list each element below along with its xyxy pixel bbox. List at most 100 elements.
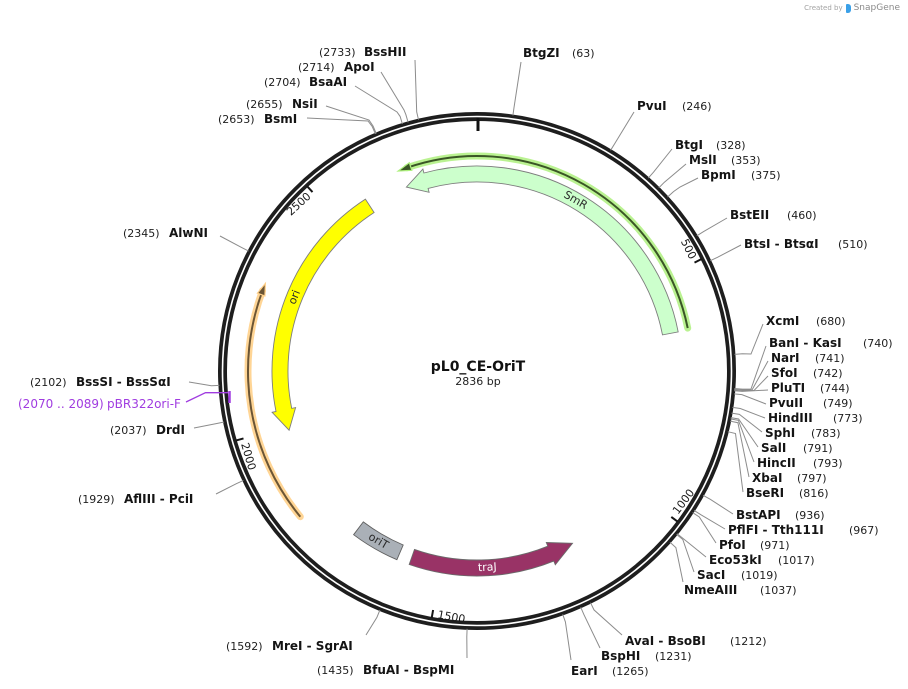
orange-feature-line[interactable]	[246, 290, 302, 518]
primer-pbr322ori-f[interactable]: (2070 .. 2089) pBR322ori-F	[18, 391, 231, 411]
site-pluti[interactable]: PluTI (744)	[734, 381, 850, 395]
site-name[interactable]: BseRI	[746, 486, 784, 500]
site-name[interactable]: BtgI	[675, 138, 703, 152]
leader-line	[325, 105, 377, 134]
site-pfoi[interactable]: PfoI (971)	[692, 512, 790, 552]
site-bsshii[interactable]: (2733) BssHII	[319, 45, 419, 120]
site-bsteii[interactable]: BstEII (460)	[696, 208, 817, 237]
leader-line	[414, 59, 419, 120]
site-hindiii[interactable]: HindIII (773)	[732, 406, 863, 425]
site-name[interactable]: HincII	[757, 456, 796, 470]
site-bfuai[interactable]: (1435) BfuAI - BspMI	[317, 628, 468, 677]
leader-line	[512, 61, 522, 116]
site-drdi[interactable]: (2037) DrdI	[110, 421, 225, 437]
site-bani[interactable]: BanI - KasI (740)	[734, 336, 893, 390]
leader-line	[734, 323, 764, 355]
site-pflfi[interactable]: PflFI - Tth111I (967)	[693, 509, 879, 537]
site-msli[interactable]: MslI (353)	[658, 153, 761, 189]
site-name[interactable]: AflIII - PciI	[124, 492, 193, 506]
site-name[interactable]: PvuI	[637, 99, 667, 113]
site-name[interactable]: PvuII	[769, 396, 803, 410]
ori-arrow[interactable]	[271, 198, 375, 432]
primer-name[interactable]: pBR322ori-F	[107, 397, 181, 411]
site-eari[interactable]: EarI (1265)	[562, 614, 649, 678]
site-eco53ki[interactable]: Eco53kI (1017)	[676, 533, 815, 567]
site-name[interactable]: NarI	[771, 351, 800, 365]
site-name[interactable]: SfoI	[771, 366, 798, 380]
feature-traj[interactable]: traJ	[408, 542, 574, 577]
site-sali[interactable]: SalI (791)	[730, 417, 833, 455]
site-btgi[interactable]: BtgI (328)	[647, 138, 746, 179]
orit-box[interactable]	[352, 521, 404, 561]
site-name[interactable]: MreI - SgrAI	[272, 639, 353, 653]
site-name[interactable]: BssHII	[364, 45, 406, 59]
site-name[interactable]: SacI	[697, 568, 725, 582]
site-name[interactable]: BsmI	[264, 112, 297, 126]
site-name[interactable]: BtgZI	[523, 46, 560, 60]
site-bsphi[interactable]: BspHI (1231)	[580, 607, 692, 663]
site-name[interactable]: NmeAIII	[684, 583, 737, 597]
site-bsssi[interactable]: (2102) BssSI - BssSαI	[30, 375, 220, 389]
site-name[interactable]: MslI	[689, 153, 717, 167]
site-apoi[interactable]: (2714) ApoI	[298, 60, 409, 123]
site-sfoi[interactable]: SfoI (742)	[734, 366, 843, 391]
site-name[interactable]: AvaI - BsoBI	[625, 634, 706, 648]
site-bstapi[interactable]: BstAPI (936)	[702, 494, 825, 522]
site-position: (1929)	[78, 493, 115, 506]
site-name[interactable]: EarI	[571, 664, 598, 678]
site-saci[interactable]: SacI (1019)	[676, 534, 778, 582]
site-name[interactable]: BstAPI	[736, 508, 781, 522]
site-name[interactable]: HindIII	[768, 411, 813, 425]
site-name[interactable]: BanI - KasI	[769, 336, 842, 350]
site-btsi[interactable]: BtsI - BtsαI (510)	[710, 237, 868, 262]
leader-line	[676, 534, 695, 573]
site-xbai[interactable]: XbaI (797)	[729, 420, 827, 485]
site-name[interactable]: Eco53kI	[709, 553, 762, 567]
site-bsaai[interactable]: (2704) BsaAI	[264, 75, 403, 125]
site-bsmi[interactable]: (2653) BsmI	[218, 112, 376, 135]
site-name[interactable]: PflFI - Tth111I	[728, 523, 824, 537]
site-name[interactable]: BpmI	[701, 168, 736, 182]
site-name[interactable]: BspHI	[601, 649, 640, 663]
map-title: pL0_CE-OriT 2836 bp	[431, 359, 526, 388]
site-name[interactable]: XbaI	[752, 471, 782, 485]
site-name[interactable]: DrdI	[156, 423, 185, 437]
site-name[interactable]: NsiI	[292, 97, 318, 111]
site-alwni[interactable]: (2345) AlwNI	[123, 226, 249, 252]
site-nsii[interactable]: (2655) NsiI	[246, 97, 377, 134]
site-name[interactable]: BstEII	[730, 208, 769, 222]
feature-ori[interactable]: ori	[271, 198, 375, 432]
green-feature-line[interactable]	[406, 154, 689, 329]
site-name[interactable]: AlwNI	[169, 226, 208, 240]
site-bpmi[interactable]: BpmI (375)	[667, 168, 781, 198]
backbone[interactable]	[218, 112, 736, 630]
site-avai[interactable]: AvaI - BsoBI (1212)	[590, 602, 767, 648]
site-name[interactable]: PfoI	[719, 538, 746, 552]
site-pvuii[interactable]: PvuII (749)	[733, 393, 853, 410]
site-name[interactable]: SalI	[761, 441, 786, 455]
green-highlight-feature[interactable]	[396, 152, 692, 332]
site-mrei[interactable]: (1592) MreI - SgrAI	[226, 609, 381, 653]
site-bseri[interactable]: BseRI (816)	[727, 431, 829, 500]
site-name[interactable]: PluTI	[771, 381, 805, 395]
site-xcmi[interactable]: XcmI (680)	[734, 314, 846, 355]
traj-arrow[interactable]	[408, 542, 574, 577]
site-btgzi[interactable]: BtgZI (63)	[512, 46, 595, 116]
site-name[interactable]: SphI	[765, 426, 795, 440]
site-name[interactable]: ApoI	[344, 60, 375, 74]
site-pvui[interactable]: PvuI (246)	[610, 99, 712, 151]
site-nmeaiii[interactable]: NmeAIII (1037)	[669, 541, 797, 597]
feature-smr[interactable]: SmR	[405, 165, 679, 336]
site-name[interactable]: BsaAI	[309, 75, 347, 89]
orange-highlight-feature[interactable]	[244, 281, 304, 521]
feature-orit[interactable]: oriT	[352, 521, 404, 561]
site-name[interactable]: BssSI - BssSαI	[76, 375, 171, 389]
site-name[interactable]: BfuAI - BspMI	[363, 663, 454, 677]
leader-line	[193, 421, 225, 429]
site-name[interactable]: XcmI	[766, 314, 799, 328]
site-hincii[interactable]: HincII (793)	[730, 418, 843, 470]
site-sphi[interactable]: SphI (783)	[731, 412, 841, 440]
site-name[interactable]: BtsI - BtsαI	[744, 237, 819, 251]
site-afliii[interactable]: (1929) AflIII - PciI	[78, 479, 244, 506]
smr-arrow[interactable]	[405, 165, 679, 336]
